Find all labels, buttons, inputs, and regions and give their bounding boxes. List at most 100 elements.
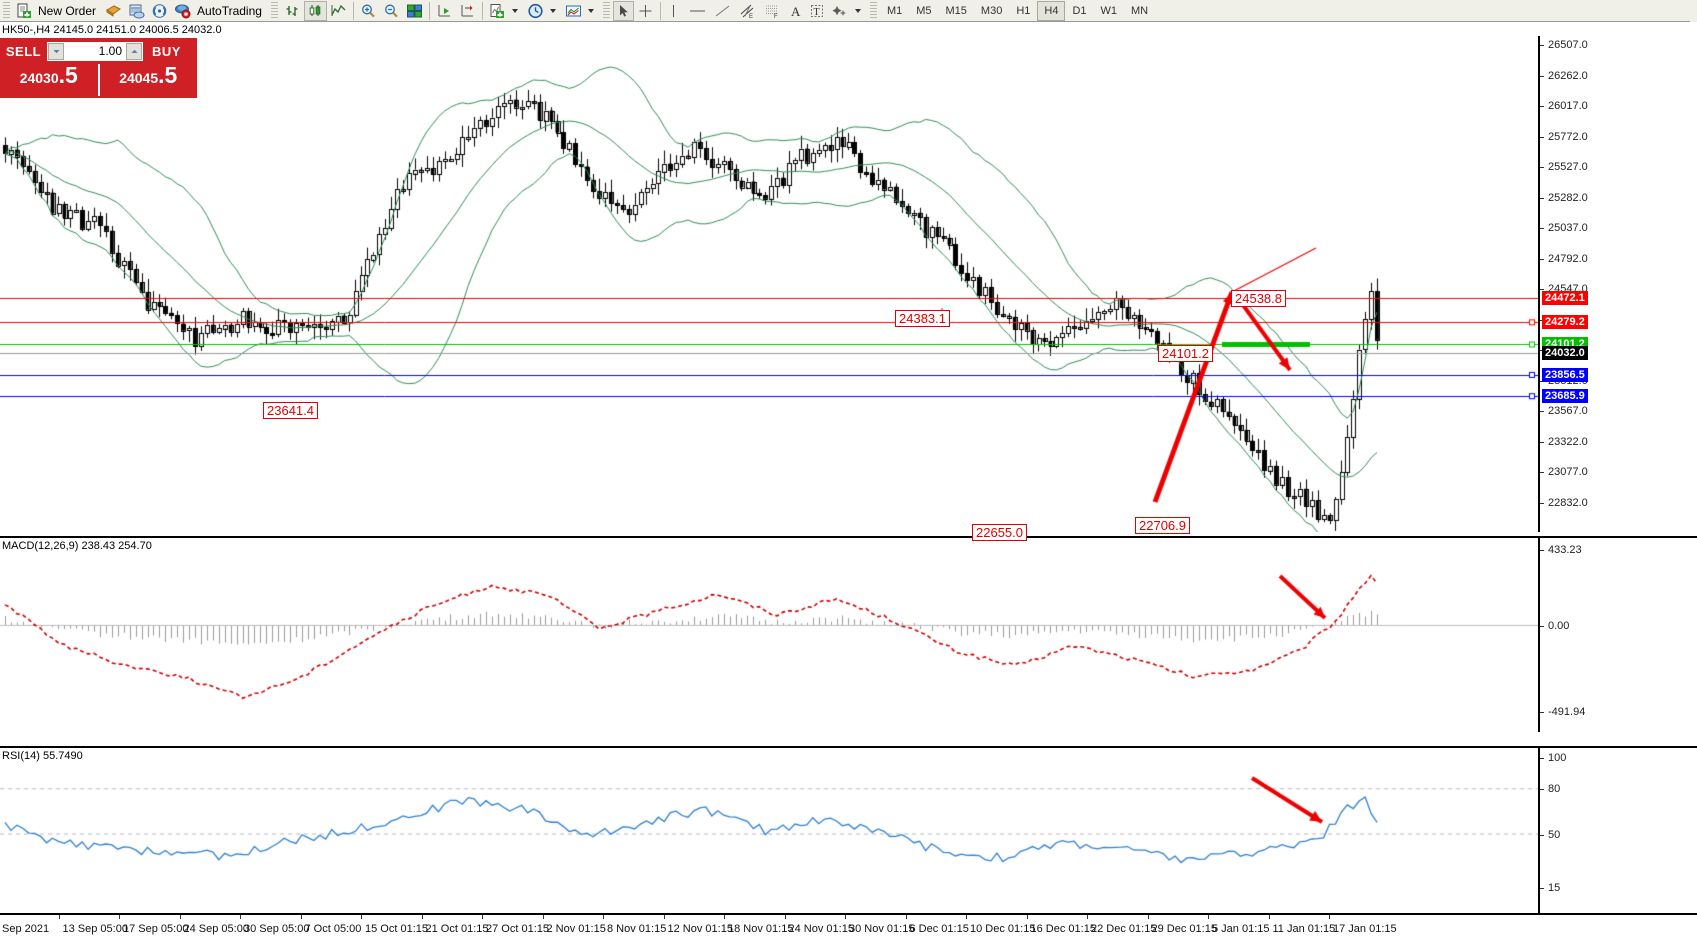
time-axis-tick <box>663 915 665 919</box>
chart-annotation[interactable]: 24383.1 <box>895 310 950 327</box>
buy-button[interactable]: BUY <box>152 43 181 59</box>
timeframe-w1[interactable]: W1 <box>1100 4 1118 17</box>
shapes-button[interactable] <box>828 1 867 21</box>
sell-price[interactable]: 24030 .5 <box>0 64 98 96</box>
timeframe-m15[interactable]: M15 <box>945 4 967 17</box>
time-axis-label: 17 Sep 05:00 <box>123 923 189 935</box>
price-tag-support-line[interactable]: 23856.5 <box>1542 367 1588 382</box>
toolbar-overflow[interactable] <box>1690 0 1697 22</box>
lot-size-value[interactable]: 1.00 <box>98 44 122 58</box>
tile-windows-button[interactable] <box>403 1 426 21</box>
chevron-down-icon-period[interactable] <box>549 8 556 13</box>
equidistant-channel-button[interactable]: E <box>735 1 760 21</box>
period-icon <box>527 3 544 19</box>
macd-indicator-pane[interactable]: MACD(12,26,9) 238.43 254.70 <box>0 536 1538 732</box>
expert-advisors-button[interactable] <box>102 1 125 21</box>
main-price-chart[interactable] <box>0 36 1538 532</box>
data-window-button[interactable] <box>125 1 148 21</box>
buy-price[interactable]: 24045 .5 <box>100 64 198 96</box>
lot-size-input[interactable]: 1.00 <box>47 41 143 61</box>
time-axis[interactable]: Sep 2021 13 Sep 05:00 17 Sep 05:00 24 Sep 0… <box>0 913 1697 943</box>
toolbar-grip-3[interactable] <box>602 1 610 20</box>
rsi-tick-label: 50 <box>1548 828 1561 841</box>
vertical-line-button[interactable] <box>664 1 685 21</box>
price-tick <box>1540 136 1544 138</box>
time-axis-tick <box>240 915 241 919</box>
text-label-button[interactable]: T <box>806 1 828 21</box>
price-tick-label: 24792.0 <box>1548 252 1588 265</box>
text-button[interactable]: A <box>785 1 806 21</box>
time-axis-tick <box>1268 915 1270 919</box>
timeframe-m30[interactable]: M30 <box>980 4 1003 17</box>
crosshair-button[interactable] <box>634 1 657 21</box>
price-tick-label: 23322.0 <box>1548 435 1588 448</box>
price-tick <box>1540 289 1544 290</box>
line-chart-button[interactable] <box>327 1 350 21</box>
macd-canvas[interactable] <box>0 538 1538 732</box>
rsi-canvas[interactable] <box>0 748 1538 913</box>
timeframe-h1[interactable]: H1 <box>1016 4 1031 17</box>
price-tick <box>1540 258 1544 260</box>
price-tag-support-line[interactable]: 23685.9 <box>1542 389 1588 404</box>
toolbar-grip[interactable] <box>3 1 10 20</box>
sell-button[interactable]: SELL <box>5 43 42 59</box>
timeframe-h4[interactable]: H4 <box>1037 0 1066 21</box>
rsi-tick <box>1540 888 1544 890</box>
time-axis-label: 30 Sep 05:00 <box>244 923 310 935</box>
price-tag-resistance-line[interactable]: 24472.1 <box>1542 291 1588 306</box>
candlestick-chart-button[interactable] <box>303 0 327 21</box>
new-order-button[interactable]: New Order <box>13 1 102 21</box>
chart-annotation[interactable]: 22655.0 <box>972 524 1027 541</box>
chart-annotation[interactable]: 24538.8 <box>1231 290 1286 307</box>
indicators-icon <box>489 3 506 19</box>
price-tag-resistance-line[interactable]: 24279.2 <box>1542 315 1588 330</box>
signals-button[interactable] <box>148 1 171 21</box>
chevron-down-icon-indicators[interactable] <box>511 8 518 13</box>
timeframe-m1[interactable]: M1 <box>886 4 903 17</box>
toolbar-grip-4[interactable] <box>869 1 877 20</box>
chart-annotation[interactable]: 22706.9 <box>1135 517 1190 534</box>
timeframe-mn[interactable]: MN <box>1131 4 1149 17</box>
lot-increase-button[interactable] <box>126 42 142 60</box>
oct-prices-row: 24030 .5 24045 .5 <box>0 64 197 96</box>
price-tag-last-price[interactable]: 24032.0 <box>1542 346 1588 361</box>
chart-annotation[interactable]: 23641.4 <box>263 402 318 419</box>
chevron-down-icon-shapes[interactable] <box>854 8 861 13</box>
toolbar-separator-1 <box>352 1 354 20</box>
time-axis-tick <box>784 915 786 919</box>
price-tick <box>1540 228 1544 229</box>
auto-scroll-button[interactable] <box>456 1 479 21</box>
time-axis-label: 24 Nov 01:15 <box>788 923 854 935</box>
cursor-button[interactable] <box>612 0 634 21</box>
horizontal-line-button[interactable] <box>685 1 710 21</box>
time-axis-label: 29 Dec 01:15 <box>1151 923 1217 935</box>
bar-chart-button[interactable] <box>281 1 304 21</box>
indicators-button[interactable] <box>486 1 524 21</box>
price-chart-canvas[interactable] <box>0 36 1538 532</box>
timeframe-m5[interactable]: M5 <box>916 4 932 17</box>
timeframe-d1[interactable]: D1 <box>1072 4 1087 17</box>
time-axis-label: 16 Dec 01:15 <box>1030 923 1096 935</box>
chart-annotation[interactable]: 24101.2 <box>1158 345 1213 362</box>
rsi-indicator-pane[interactable]: RSI(14) 55.7490 <box>0 746 1538 913</box>
autotrading-button[interactable]: AutoTrading <box>171 1 268 21</box>
rsi-tick-label: 15 <box>1548 882 1561 895</box>
symbol-ohlc-line: HK50-,H4 24145.0 24151.0 24006.5 24032.0 <box>2 24 222 36</box>
fibonacci-button[interactable]: F <box>760 1 785 21</box>
lot-decrease-button[interactable] <box>48 42 64 60</box>
chart-shift-icon <box>436 3 453 19</box>
templates-button[interactable] <box>562 1 600 21</box>
chevron-down-icon-templates[interactable] <box>587 8 594 13</box>
main-toolbar: New Order <box>0 0 1697 22</box>
price-axis[interactable]: 26507.0 26262.0 26017.0 25772.0 25527.0 25282… <box>1538 36 1697 532</box>
zoom-out-button[interactable] <box>380 1 403 21</box>
trendline-button[interactable] <box>710 1 735 21</box>
zoom-in-button[interactable] <box>357 1 380 21</box>
period-button[interactable] <box>524 1 562 21</box>
time-axis-tick <box>1329 915 1330 919</box>
time-axis-tick <box>1208 915 1209 919</box>
time-axis-tick <box>603 915 604 919</box>
toolbar-grip-2[interactable] <box>270 1 278 20</box>
chart-shift-button[interactable] <box>433 1 456 21</box>
